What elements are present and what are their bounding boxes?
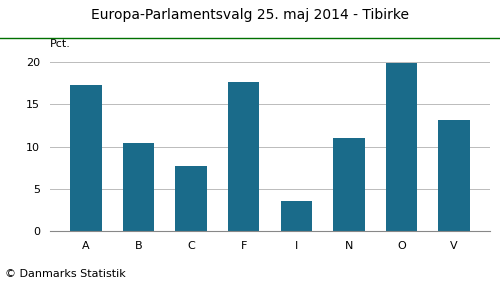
Bar bbox=[333, 138, 364, 231]
Text: © Danmarks Statistik: © Danmarks Statistik bbox=[5, 269, 126, 279]
Bar bbox=[176, 166, 207, 231]
Text: Europa-Parlamentsvalg 25. maj 2014 - Tibirke: Europa-Parlamentsvalg 25. maj 2014 - Tib… bbox=[91, 8, 409, 23]
Text: Pct.: Pct. bbox=[50, 39, 71, 49]
Bar bbox=[438, 120, 470, 231]
Bar bbox=[280, 201, 312, 231]
Bar bbox=[122, 143, 154, 231]
Bar bbox=[70, 85, 102, 231]
Bar bbox=[386, 63, 418, 231]
Bar bbox=[228, 82, 260, 231]
